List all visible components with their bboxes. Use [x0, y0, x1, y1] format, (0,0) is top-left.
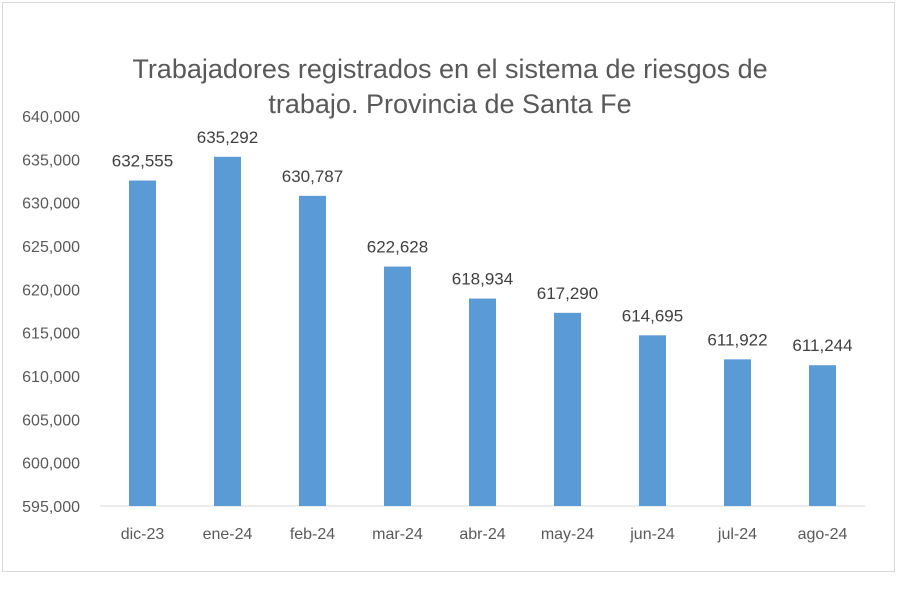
bar — [129, 180, 156, 507]
y-tick-label: 610,000 — [22, 369, 80, 386]
x-tick-label: dic-23 — [121, 526, 165, 543]
y-tick-label: 630,000 — [22, 196, 80, 213]
x-tick-label: ago-24 — [798, 526, 848, 543]
data-label: 614,695 — [622, 306, 683, 325]
y-axis-ticks: 595,000 600,000 605,000 610,000 615,000 620,0… — [22, 109, 80, 516]
chart-title: Trabajadores registrados en el sistema d… — [132, 54, 767, 119]
chart-title-line-1: Trabajadores registrados en el sistema d… — [132, 54, 767, 84]
y-tick-label: 635,000 — [22, 152, 80, 169]
data-labels: 632,555 635,292 630,787 622,628 618,934 617,2… — [112, 128, 853, 355]
bar — [299, 195, 326, 506]
y-tick-label: 625,000 — [22, 239, 80, 256]
y-tick-label: 605,000 — [22, 412, 80, 429]
x-tick-label: may-24 — [541, 526, 594, 543]
y-tick-label: 600,000 — [22, 456, 80, 473]
bar — [809, 365, 836, 506]
y-tick-label: 620,000 — [22, 282, 80, 299]
bars — [129, 156, 836, 507]
x-tick-label: ene-24 — [203, 526, 253, 543]
bar — [469, 298, 496, 506]
data-label: 618,934 — [452, 270, 513, 289]
bar — [639, 335, 666, 506]
data-label: 611,922 — [707, 330, 767, 349]
y-tick-label: 615,000 — [22, 326, 80, 343]
bar — [554, 312, 581, 506]
bar — [384, 266, 411, 506]
x-axis-ticks: dic-23 ene-24 feb-24 mar-24 abr-24 may-24 jun-… — [121, 526, 848, 543]
x-tick-label: mar-24 — [372, 526, 423, 543]
bar — [214, 156, 241, 506]
y-tick-label: 595,000 — [22, 499, 80, 516]
data-label: 617,290 — [537, 284, 598, 303]
data-label: 611,244 — [792, 336, 852, 355]
x-tick-label: feb-24 — [290, 526, 335, 543]
data-label: 630,787 — [282, 167, 343, 186]
x-tick-label: jul-24 — [717, 526, 757, 543]
x-tick-label: jun-24 — [629, 526, 675, 543]
y-tick-label: 640,000 — [22, 109, 80, 126]
data-label: 622,628 — [367, 238, 428, 257]
data-label: 635,292 — [197, 128, 258, 147]
x-tick-label: abr-24 — [459, 526, 505, 543]
data-label: 632,555 — [112, 152, 173, 171]
chart-title-line-2: trabajo. Provincia de Santa Fe — [268, 89, 631, 119]
bar — [724, 359, 751, 506]
